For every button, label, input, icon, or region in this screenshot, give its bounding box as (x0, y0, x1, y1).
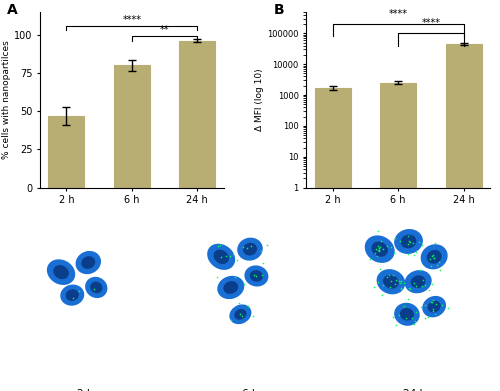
Bar (446, 44, 482, 391)
Bar (314, 88, 350, 391)
Ellipse shape (224, 281, 238, 294)
Ellipse shape (66, 289, 79, 301)
Y-axis label: % cells with nanopartilces: % cells with nanopartilces (2, 40, 11, 159)
Bar (48, 116, 84, 188)
Ellipse shape (230, 305, 252, 324)
Ellipse shape (237, 238, 263, 261)
Bar (180, 41, 216, 188)
Ellipse shape (243, 243, 257, 255)
Ellipse shape (214, 249, 229, 264)
Text: C: C (12, 205, 20, 215)
Ellipse shape (364, 235, 394, 263)
Ellipse shape (420, 244, 448, 269)
Ellipse shape (376, 269, 405, 294)
Text: 2 h: 2 h (77, 389, 94, 391)
Ellipse shape (394, 303, 419, 326)
Y-axis label: Δ MFI (log 10): Δ MFI (log 10) (256, 68, 264, 131)
Ellipse shape (207, 244, 235, 270)
Bar (380, 83, 416, 391)
Ellipse shape (394, 229, 423, 254)
Ellipse shape (82, 256, 96, 269)
Text: E: E (342, 205, 349, 215)
Bar (114, 65, 150, 188)
Text: 20 μm: 20 μm (20, 363, 40, 368)
Text: 24 h: 24 h (404, 389, 426, 391)
Text: B: B (274, 3, 284, 17)
Ellipse shape (85, 277, 108, 298)
Ellipse shape (372, 242, 388, 257)
Ellipse shape (234, 309, 246, 320)
Ellipse shape (426, 250, 442, 264)
Ellipse shape (410, 275, 426, 288)
Text: ****: **** (422, 18, 440, 28)
Text: ****: **** (122, 15, 142, 25)
Ellipse shape (400, 235, 416, 248)
Ellipse shape (244, 265, 268, 287)
Ellipse shape (250, 270, 263, 282)
Ellipse shape (47, 259, 75, 285)
Ellipse shape (422, 296, 446, 317)
Text: 6 h: 6 h (242, 389, 258, 391)
Ellipse shape (400, 308, 414, 321)
Ellipse shape (90, 282, 102, 293)
Text: 20 μm: 20 μm (350, 363, 370, 368)
Ellipse shape (383, 275, 399, 289)
Text: **: ** (160, 25, 170, 36)
Ellipse shape (218, 276, 244, 299)
Text: 20 μm: 20 μm (186, 363, 206, 368)
Text: ****: **** (388, 9, 407, 19)
Ellipse shape (428, 301, 440, 312)
Ellipse shape (76, 251, 101, 274)
Text: D: D (176, 205, 186, 215)
Ellipse shape (53, 265, 69, 279)
Ellipse shape (60, 285, 84, 306)
Text: A: A (7, 3, 18, 17)
Ellipse shape (404, 270, 431, 293)
